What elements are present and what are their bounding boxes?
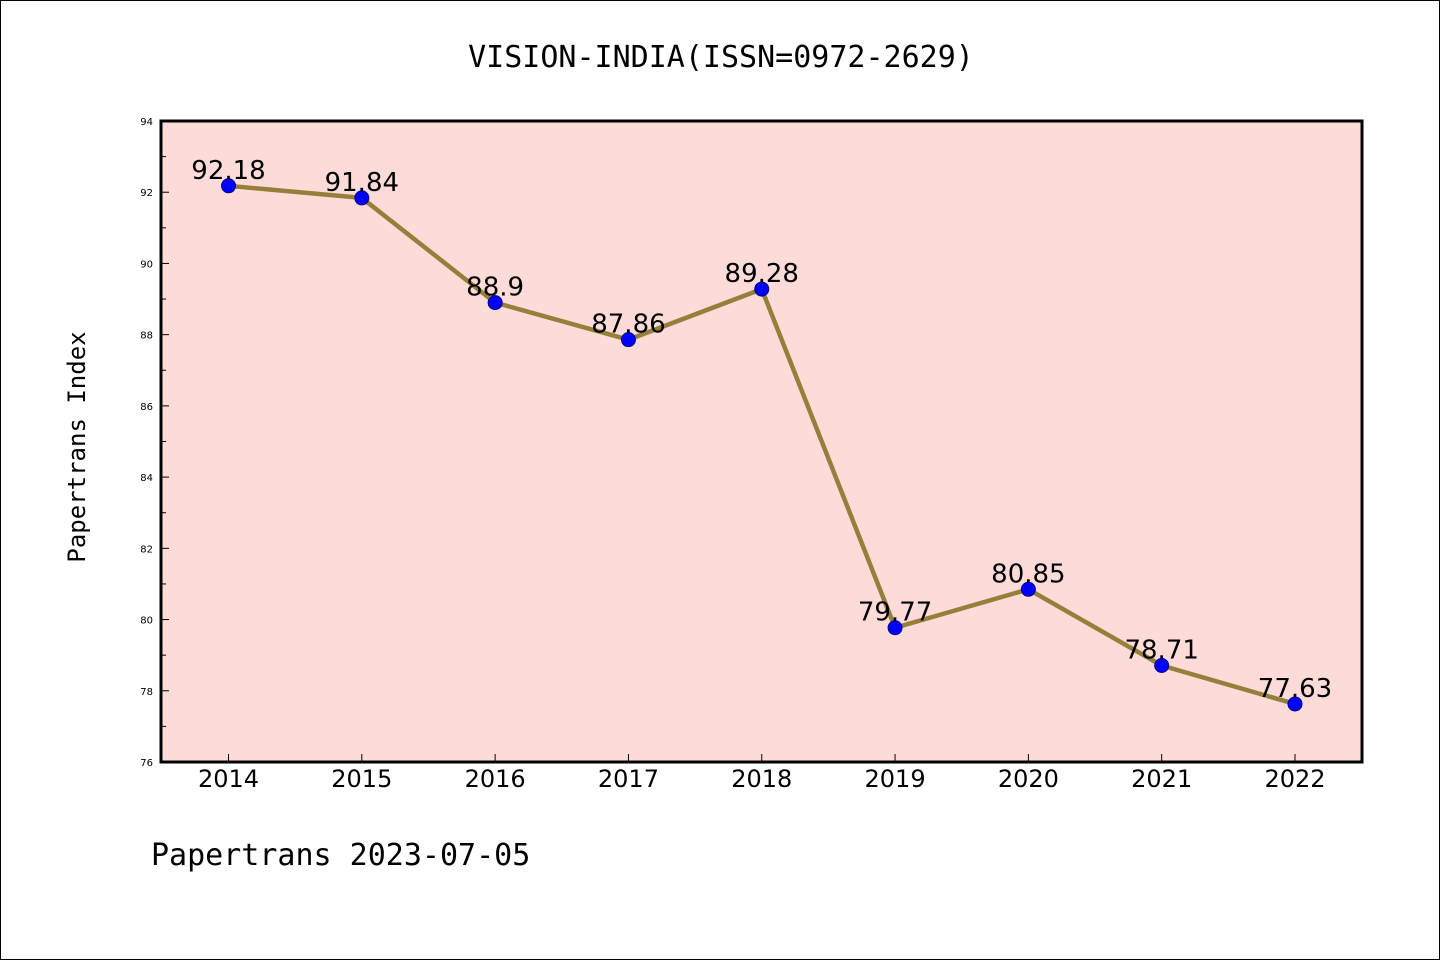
series-line-group (221, 178, 1303, 712)
x-tick-label: 2022 (1264, 765, 1325, 793)
x-tick-label: 2017 (598, 765, 659, 793)
data-point (887, 620, 903, 636)
data-label: 89.28 (725, 259, 799, 289)
data-point (487, 295, 503, 311)
y-tick-label: 78 (140, 687, 153, 698)
data-label: 91.84 (325, 168, 399, 198)
y-tick-label: 90 (140, 259, 153, 270)
x-tick-label: 2014 (198, 765, 259, 793)
x-tick-label: 2021 (1131, 765, 1192, 793)
data-label: 78.71 (1124, 635, 1198, 665)
data-label: 79.77 (858, 598, 932, 628)
data-labels: 92.18 91.84 88.9 87.86 89.28 79.77 80.85 78.71 7… (191, 156, 1332, 704)
x-tick-label: 2018 (731, 765, 792, 793)
data-label: 77.63 (1258, 674, 1332, 704)
y-axis: 76 78 80 82 84 86 88 90 92 94 (140, 117, 169, 769)
plot-area (159, 119, 1364, 764)
data-point (754, 281, 770, 297)
data-label: 92.18 (191, 156, 265, 186)
y-tick-label: 92 (140, 188, 153, 199)
x-tick-label: 2016 (465, 765, 526, 793)
y-tick-label: 80 (140, 616, 153, 627)
y-axis-label: Papertrans Index (63, 331, 91, 562)
data-point (1287, 696, 1303, 712)
data-point (1154, 657, 1170, 673)
y-tick-label: 94 (140, 117, 153, 128)
y-tick-label: 76 (140, 758, 153, 769)
data-point (1020, 581, 1036, 597)
y-tick-label: 82 (140, 544, 153, 555)
data-point (354, 190, 370, 206)
footer-text: Papertrans 2023-07-05 (151, 838, 530, 873)
data-point (221, 178, 236, 194)
data-label: 87.86 (591, 310, 665, 340)
chart-title: VISION-INDIA(ISSN=0972-2629) (468, 40, 974, 75)
data-point (620, 332, 636, 348)
data-label: 88.9 (466, 273, 524, 303)
x-axis: 2014 2015 2016 2017 2018 2019 2020 2021 2022 (198, 754, 1326, 793)
x-tick-label: 2015 (331, 765, 392, 793)
y-tick-label: 88 (140, 331, 153, 342)
x-tick-label: 2019 (865, 765, 926, 793)
data-label: 80.85 (991, 559, 1065, 589)
x-tick-label: 2020 (998, 765, 1059, 793)
y-tick-label: 86 (140, 402, 153, 413)
y-tick-label: 84 (140, 473, 153, 484)
